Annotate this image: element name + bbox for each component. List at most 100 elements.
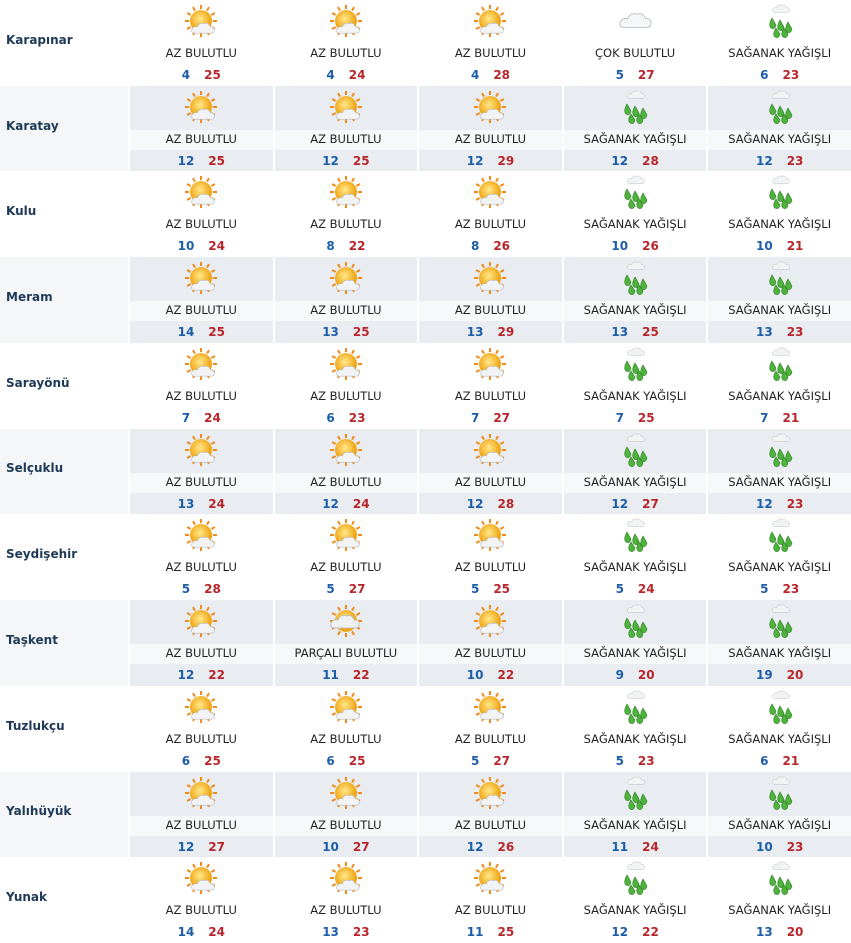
day-cell: SAĞANAK YAĞIŞLI 6 21 [706,685,851,772]
day-cell: AZ BULUTLU 12 24 [272,428,418,515]
condition: SAĞANAK YAĞIŞLI [583,217,687,232]
temperatures: 12 29 [419,154,562,168]
day-cell: SAĞANAK YAĞIŞLI 10 26 [561,171,707,258]
min-temp: 10 [322,839,339,854]
min-temp: 19 [755,668,773,683]
min-temp: 7 [470,410,480,425]
condition: AZ BULUTLU [165,560,237,575]
max-temp: 25 [493,582,511,597]
condition: AZ BULUTLU [454,131,527,146]
weather-icon [624,176,648,210]
condition-band [708,644,851,665]
condition: AZ BULUTLU [165,903,237,918]
min-temp: 12 [322,496,339,511]
weather-icon [474,5,507,37]
weather-icon [769,176,793,210]
temperatures: 13 20 [708,925,851,939]
max-temp: 25 [208,325,225,340]
min-temp: 6 [760,753,769,768]
temperatures: 9 20 [564,668,707,682]
condition: AZ BULUTLU [454,46,527,60]
day-cell: AZ BULUTLU 10 24 [128,171,273,258]
day-cell: AZ BULUTLU 4 28 [417,0,562,86]
district-name: Seydişehir [6,547,78,562]
min-temp: 5 [326,582,335,597]
weather-icon [185,90,218,123]
temperatures: 10 27 [275,840,418,854]
day-cell: SAĞANAK YAĞIŞLI 12 23 [706,428,851,515]
min-temp: 13 [466,325,484,340]
condition: SAĞANAK YAĞIŞLI [583,131,687,146]
temperatures: 7 27 [419,411,562,425]
max-temp: 23 [786,325,804,340]
weather-icon [329,605,362,638]
forecast-row: Tuzlukçu AZ BULUTLU 6 25 AZ BULUTLU 6 25 AZ BUL… [0,685,851,772]
day-cell: SAĞANAK YAĞIŞLI 7 21 [706,342,851,429]
min-temp: 6 [181,753,191,768]
temperatures: 12 26 [419,840,562,854]
condition-band [130,301,273,322]
min-temp: 12 [466,839,484,854]
max-temp: 21 [786,239,804,254]
max-temp: 25 [348,753,366,768]
condition: AZ BULUTLU [454,646,527,661]
weather-icon [474,433,507,466]
district-name: Yunak [6,890,47,905]
min-temp: 13 [611,325,629,340]
condition: SAĞANAK YAĞIŞLI [583,388,687,403]
condition: PARÇALI BULUTLU [294,646,398,661]
max-temp: 24 [208,239,225,254]
weather-icon [769,519,793,553]
min-temp: 13 [322,325,339,340]
max-temp: 23 [637,753,655,768]
condition: AZ BULUTLU [310,817,382,832]
condition: AZ BULUTLU [165,474,237,489]
min-temp: 13 [177,496,195,511]
condition-band [130,644,273,665]
district-name: Karapınar [6,32,73,47]
max-temp: 21 [782,753,800,768]
temperatures: 7 24 [130,411,273,425]
condition-band [708,815,851,836]
condition-band [419,472,562,493]
weather-icon [474,176,507,209]
min-temp: 4 [181,68,191,82]
day-cell: AZ BULUTLU 6 25 [128,685,273,772]
temperatures: 12 23 [708,497,851,511]
weather-icon [185,690,218,723]
day-cell: SAĞANAK YAĞIŞLI 12 27 [561,428,707,515]
min-temp: 10 [177,239,195,254]
condition-band [563,472,707,493]
weather-icon [474,347,507,380]
min-temp: 5 [615,753,624,768]
max-temp: 24 [352,496,370,511]
max-temp: 22 [642,925,659,940]
max-temp: 27 [352,839,370,854]
day-cell: AZ BULUTLU 6 23 [272,342,418,429]
min-temp: 11 [611,839,629,854]
day-cell: AZ BULUTLU 13 24 [128,428,273,515]
forecast-row: Yalıhüyük AZ BULUTLU 12 27 AZ BULUTLU 10 27 AZ … [0,771,851,858]
condition: SAĞANAK YAĞIŞLI [583,303,687,318]
condition: AZ BULUTLU [454,560,527,575]
max-temp: 27 [637,68,655,82]
condition: AZ BULUTLU [454,217,527,232]
max-temp: 28 [204,582,221,597]
min-temp: 7 [760,410,769,425]
condition: ÇOK BULUTLU [595,46,676,60]
weather-icon [769,347,793,381]
day-cell: SAĞANAK YAĞIŞLI 10 23 [706,771,851,858]
condition: SAĞANAK YAĞIŞLI [583,903,687,918]
condition: AZ BULUTLU [165,303,237,318]
temperatures: 12 22 [130,668,273,682]
weather-icon [185,262,218,295]
condition: AZ BULUTLU [454,731,527,746]
min-temp: 13 [755,325,773,340]
min-temp: 8 [326,239,335,254]
condition: AZ BULUTLU [310,217,382,232]
max-temp: 24 [208,925,225,940]
min-temp: 6 [326,410,335,425]
condition: AZ BULUTLU [454,474,527,489]
condition: AZ BULUTLU [165,131,237,146]
